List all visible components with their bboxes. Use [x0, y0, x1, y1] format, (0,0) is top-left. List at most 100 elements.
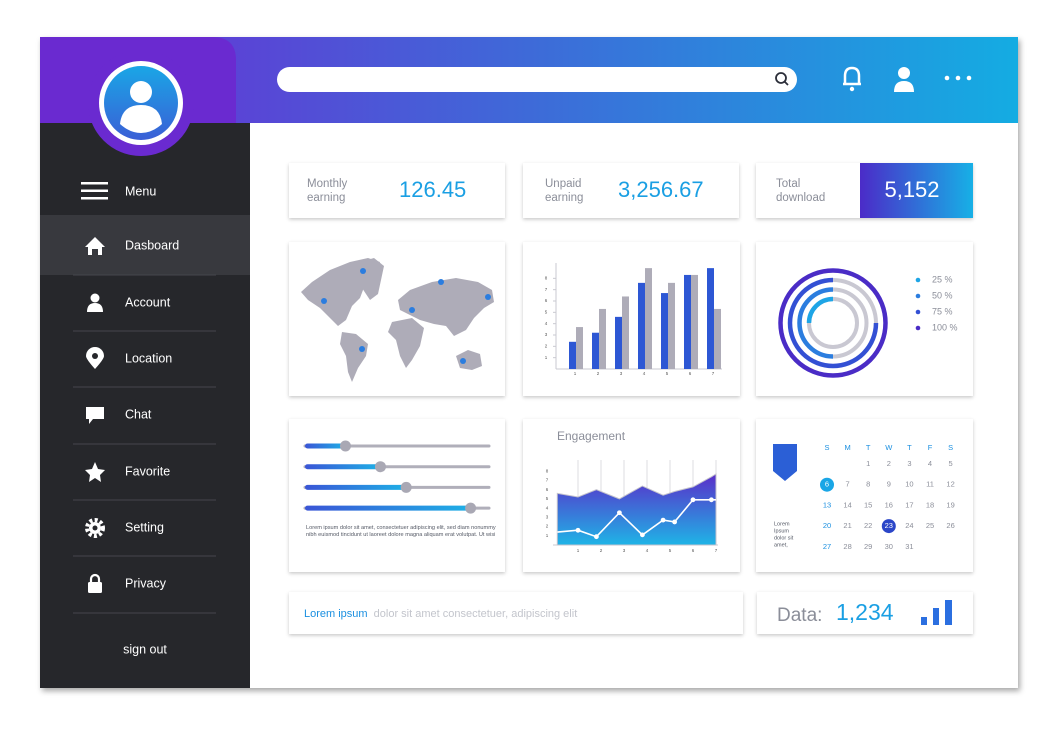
day[interactable]: 16 [885, 500, 893, 509]
day[interactable]: 28 [843, 542, 851, 551]
menu-item[interactable]: Favorite [85, 462, 170, 482]
avatar-head [130, 81, 152, 103]
day[interactable]: 20 [823, 521, 831, 530]
map-marker[interactable] [460, 358, 466, 364]
line-point [617, 510, 622, 516]
day[interactable]: 9 [887, 480, 891, 489]
legend-dot [915, 277, 921, 283]
active-item-bg [40, 215, 250, 275]
sign-out[interactable]: sign out [123, 642, 167, 656]
day[interactable]: 14 [843, 500, 851, 509]
menu-item[interactable]: Account [87, 293, 171, 313]
day[interactable]: 6 [825, 480, 829, 489]
stats: Monthly earning 126.45 Unpaid earning 3,256.6… [307, 177, 940, 204]
y-tick-label: 7 [546, 478, 549, 483]
bell-icon[interactable] [843, 66, 861, 86]
map-marker[interactable] [359, 346, 365, 352]
hamburger-line [81, 182, 108, 185]
slider-knob[interactable] [339, 440, 351, 452]
menu-item[interactable]: Location [86, 347, 172, 369]
calendar-note: Lorem [774, 521, 790, 527]
x-tick-label: 7 [712, 371, 715, 376]
map-marker[interactable] [438, 279, 444, 285]
sliders [303, 440, 491, 514]
weekday: S [824, 443, 829, 452]
day[interactable]: 26 [946, 521, 954, 530]
day[interactable]: 27 [823, 542, 831, 551]
day[interactable]: 5 [949, 459, 953, 468]
data-icon-bar [921, 617, 927, 625]
calendar-note: dolor sit [774, 535, 794, 541]
bar [661, 293, 668, 369]
day[interactable]: 31 [905, 542, 913, 551]
slider-knob[interactable] [400, 481, 412, 493]
y-tick-label: 4 [545, 321, 548, 326]
more-dot[interactable] [966, 75, 972, 81]
y-tick-label: 8 [545, 276, 548, 281]
donut-chart: 25 % 50 % 75 % 100 % [778, 268, 958, 378]
day[interactable]: 19 [946, 500, 954, 509]
slider-knob[interactable] [374, 461, 386, 473]
menu-item[interactable]: Setting [85, 518, 164, 538]
search-icon[interactable] [775, 72, 787, 84]
day[interactable]: 8 [866, 480, 870, 489]
calendar-note: Ipsum [774, 528, 789, 534]
hamburger-line [81, 197, 108, 200]
menu-item-label: Setting [125, 520, 164, 534]
ring-arc [806, 296, 834, 324]
privacy-icon-shackle [89, 573, 101, 582]
menu-item[interactable]: Chat [86, 407, 152, 424]
day[interactable]: 4 [928, 459, 932, 468]
day[interactable]: 24 [905, 521, 913, 530]
day[interactable]: 10 [905, 480, 913, 489]
bar-chart-card [523, 242, 740, 396]
x-tick-label: 1 [577, 548, 580, 553]
map-marker[interactable] [360, 268, 366, 274]
menu-item[interactable]: Privacy [88, 573, 167, 593]
data-value: 1,234 [836, 599, 894, 625]
day[interactable]: 23 [885, 521, 893, 530]
engagement-title: Engagement [557, 429, 626, 443]
day[interactable]: 25 [926, 521, 934, 530]
day[interactable]: 21 [843, 521, 851, 530]
stat-label: earning [307, 192, 345, 204]
day[interactable]: 1 [866, 459, 870, 468]
user-icon[interactable] [898, 67, 910, 79]
day[interactable]: 11 [926, 480, 934, 489]
day[interactable]: 29 [864, 542, 872, 551]
day[interactable]: 13 [823, 500, 831, 509]
slider-knob[interactable] [465, 502, 477, 514]
day[interactable]: 15 [864, 500, 872, 509]
more-dot[interactable] [944, 75, 950, 81]
slider-fill [305, 505, 471, 511]
stat-card [523, 163, 739, 218]
map-marker[interactable] [321, 298, 327, 304]
bar [615, 316, 622, 369]
stat-label: earning [545, 192, 583, 204]
stat-value: 3,256.67 [618, 177, 704, 202]
hamburger-line [81, 189, 108, 192]
day[interactable]: 2 [887, 459, 891, 468]
day[interactable]: 7 [846, 480, 850, 489]
menu-toggle[interactable]: Menu [81, 182, 156, 200]
search-bar[interactable] [277, 67, 797, 92]
stat-label: download [776, 192, 825, 204]
day[interactable]: 18 [926, 500, 934, 509]
slider-text: Lorem ipsum dolor sit amet, consectetuer… [306, 525, 496, 538]
map-marker[interactable] [485, 294, 491, 300]
stat-highlight [860, 163, 973, 218]
x-tick-label: 2 [597, 371, 600, 376]
day[interactable]: 3 [907, 459, 911, 468]
y-tick-label: 3 [546, 515, 549, 520]
day[interactable]: 12 [946, 480, 954, 489]
more-dot[interactable] [955, 75, 961, 81]
day[interactable]: 30 [885, 542, 893, 551]
bar [684, 274, 691, 369]
map-marker[interactable] [409, 307, 415, 313]
y-tick-label: 3 [545, 332, 548, 337]
day[interactable]: 17 [905, 500, 913, 509]
bar [668, 282, 675, 369]
menu-item[interactable]: Dasboard [85, 237, 179, 255]
day[interactable]: 22 [864, 521, 872, 530]
